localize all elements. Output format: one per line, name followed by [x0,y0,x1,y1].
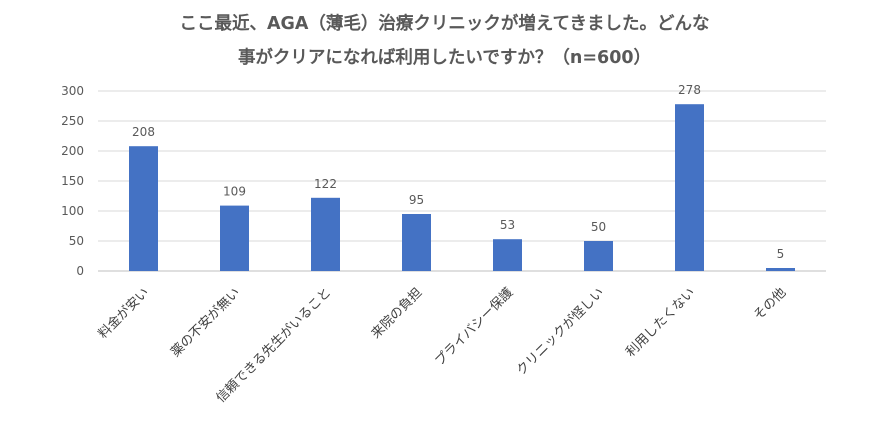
data-label: 53 [500,218,515,232]
category-label: プライバシー保護 [432,285,517,370]
y-tick-label: 300 [61,84,84,98]
data-label: 122 [314,177,337,191]
bar [766,268,795,271]
data-label: 50 [591,220,606,234]
data-label: 278 [678,83,701,97]
chart-title-line-2: 事がクリアになれば利用したいですか？（n=600） [237,48,652,68]
y-tick-label: 100 [61,204,84,218]
bar [220,205,249,271]
data-label: 109 [223,185,246,199]
category-label: 利用したくない [623,285,698,360]
category-label: 来院の負担 [369,285,426,342]
data-label: 95 [409,193,424,207]
y-tick-label: 200 [61,144,84,158]
y-tick-label: 0 [76,264,84,278]
y-tick-label: 150 [61,174,84,188]
data-label: 5 [777,247,785,261]
category-label: その他 [751,285,789,323]
chart-title-line-1: ここ最近、AGA（薄毛）治療クリニックが増えてきました。どんな [179,14,710,34]
bar [129,146,158,271]
bar [311,197,340,271]
bar [402,214,431,271]
data-label: 208 [132,125,155,139]
bar [493,239,522,271]
bar [584,241,613,271]
y-tick-label: 250 [61,114,84,128]
bar [675,104,704,271]
category-label: クリニックが怪しい [514,285,607,378]
category-label: 薬の不安が無い [168,285,243,360]
y-tick-label: 50 [69,234,84,248]
category-label: 料金が安い [95,285,152,342]
